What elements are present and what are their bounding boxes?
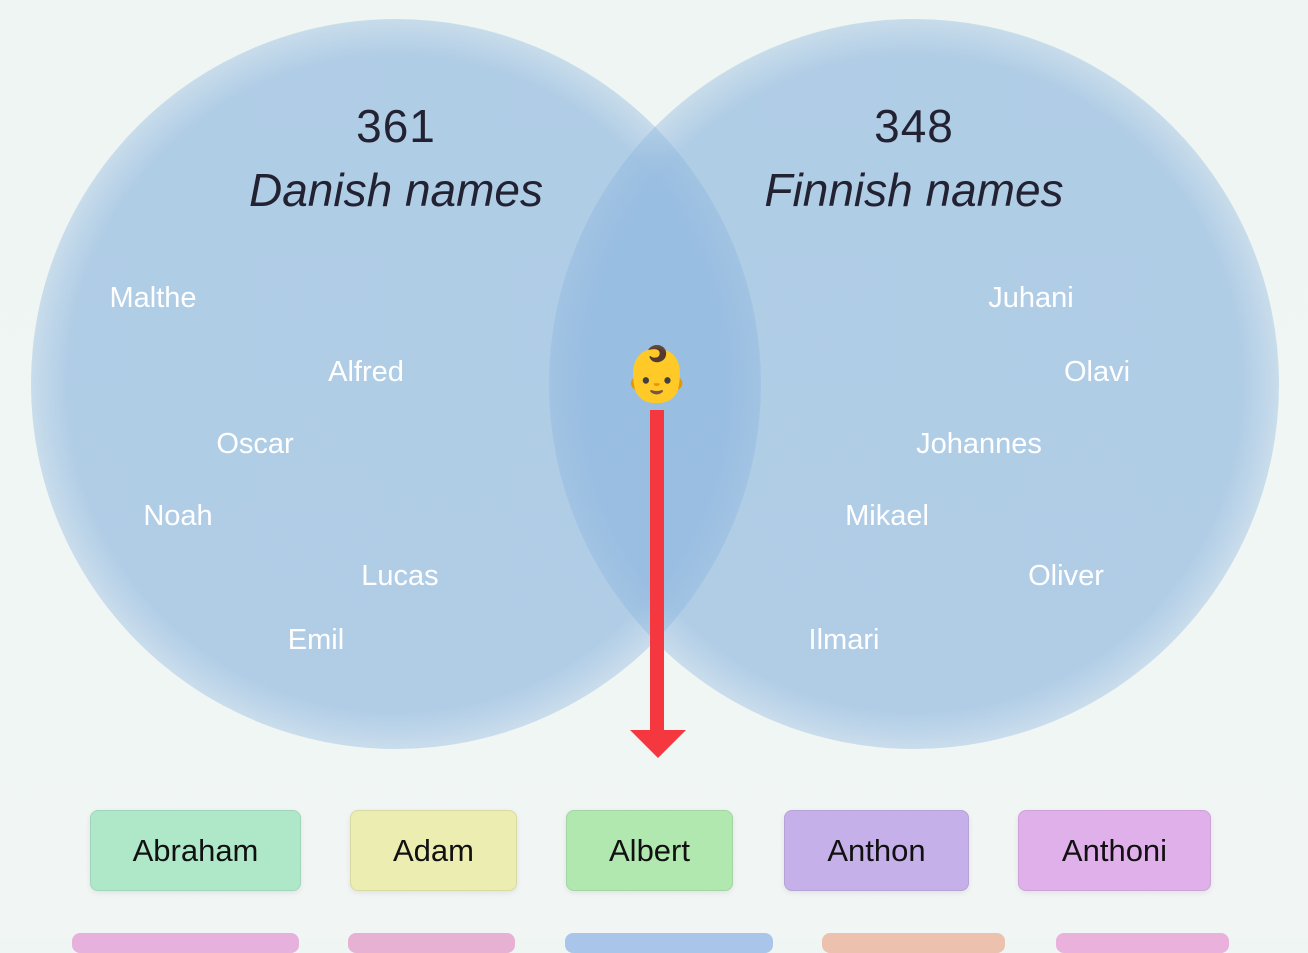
name-label: Oliver bbox=[1028, 560, 1104, 592]
result-button[interactable]: Anthoni bbox=[1018, 810, 1211, 891]
right-circle bbox=[549, 19, 1279, 749]
center-icon: 👶 bbox=[623, 343, 690, 404]
name-label: Ilmari bbox=[809, 624, 880, 656]
result-button-partial[interactable] bbox=[822, 933, 1005, 953]
name-label: Olavi bbox=[1064, 356, 1130, 388]
left-count: 361 bbox=[356, 100, 436, 152]
result-button-partial[interactable] bbox=[565, 933, 773, 953]
result-button[interactable]: Abraham bbox=[90, 810, 301, 891]
name-label: Lucas bbox=[361, 560, 438, 592]
arrow-shaft bbox=[650, 410, 664, 732]
name-label: Noah bbox=[143, 500, 212, 532]
result-button-partial[interactable] bbox=[72, 933, 299, 953]
result-button-partial[interactable] bbox=[1056, 933, 1229, 953]
name-label: Johannes bbox=[916, 428, 1042, 460]
name-label: Malthe bbox=[109, 282, 196, 314]
result-button[interactable]: Adam bbox=[350, 810, 517, 891]
right-count: 348 bbox=[874, 100, 954, 152]
name-label: Mikael bbox=[845, 500, 929, 532]
right-label: Finnish names bbox=[764, 164, 1063, 216]
name-label: Emil bbox=[288, 624, 344, 656]
name-label: Oscar bbox=[216, 428, 294, 460]
result-button[interactable]: Anthon bbox=[784, 810, 969, 891]
left-label: Danish names bbox=[249, 164, 543, 216]
result-button-partial[interactable] bbox=[348, 933, 515, 953]
name-label: Juhani bbox=[988, 282, 1073, 314]
name-label: Alfred bbox=[328, 356, 404, 388]
left-circle bbox=[31, 19, 761, 749]
arrow-head bbox=[630, 730, 686, 758]
result-button[interactable]: Albert bbox=[566, 810, 733, 891]
